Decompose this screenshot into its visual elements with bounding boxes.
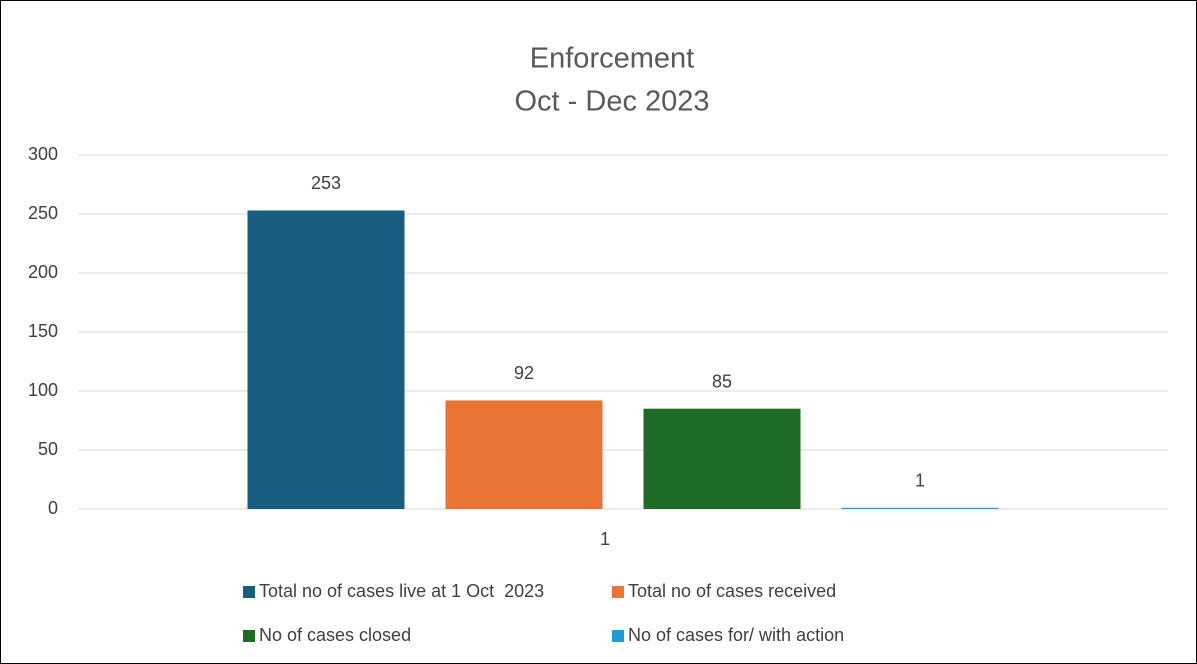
legend-swatch (243, 630, 255, 642)
y-tick-label: 100 (28, 380, 58, 400)
y-tick-label: 300 (28, 144, 58, 164)
x-tick-label: 1 (600, 529, 610, 549)
chart-title: Enforcement (530, 43, 694, 75)
legend-label: Total no of cases live at 1 Oct 2023 (259, 581, 544, 601)
y-tick-label: 150 (28, 321, 58, 341)
bar (643, 408, 801, 509)
data-label: 253 (311, 173, 341, 193)
data-label: 1 (915, 471, 925, 491)
legend-label: Total no of cases received (628, 581, 836, 601)
data-label: 92 (514, 363, 534, 383)
bar (841, 507, 999, 509)
data-label: 85 (712, 371, 732, 391)
legend-label: No of cases for/ with action (628, 625, 844, 645)
chart-subtitle: Oct - Dec 2023 (514, 86, 709, 118)
legend-swatch (243, 586, 255, 598)
bar (445, 400, 603, 509)
y-tick-label: 50 (38, 439, 58, 459)
legend-label: No of cases closed (259, 625, 411, 645)
legend-swatch (612, 630, 624, 642)
legend-swatch (612, 586, 624, 598)
y-tick-label: 250 (28, 203, 58, 223)
y-tick-label: 0 (48, 498, 58, 518)
bar (247, 210, 405, 509)
y-tick-label: 200 (28, 262, 58, 282)
